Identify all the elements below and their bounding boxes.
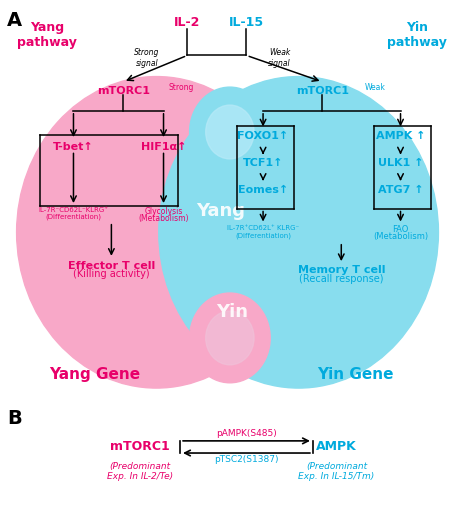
Text: (Predominant
Exp. In IL-15/Tm): (Predominant Exp. In IL-15/Tm)	[299, 462, 374, 482]
Circle shape	[190, 293, 270, 383]
Text: (Differentiation): (Differentiation)	[235, 232, 291, 239]
Text: Memory T cell: Memory T cell	[298, 265, 385, 275]
Text: HIF1α↑: HIF1α↑	[141, 142, 186, 152]
Text: Eomes↑: Eomes↑	[238, 185, 288, 195]
Text: FOXO1↑: FOXO1↑	[237, 131, 289, 141]
Text: (Killing activity): (Killing activity)	[73, 269, 150, 279]
Text: pAMPK(S485): pAMPK(S485)	[216, 429, 277, 438]
Text: Yang
pathway: Yang pathway	[18, 21, 77, 49]
Text: AMPK ↑: AMPK ↑	[376, 131, 425, 141]
Text: (Differentiation): (Differentiation)	[46, 214, 101, 220]
Text: Strong: Strong	[168, 83, 194, 92]
Text: IL-2: IL-2	[174, 16, 201, 29]
Text: IL-7R⁻CD62L⁻KLRG⁺: IL-7R⁻CD62L⁻KLRG⁺	[38, 207, 109, 213]
Text: (Metabolism): (Metabolism)	[138, 214, 189, 223]
Text: Glycolysis: Glycolysis	[145, 207, 182, 216]
Text: pTSC2(S1387): pTSC2(S1387)	[214, 455, 279, 464]
Text: mTORC1: mTORC1	[296, 86, 349, 96]
Text: Yang Gene: Yang Gene	[49, 367, 140, 382]
Circle shape	[206, 311, 254, 365]
Circle shape	[159, 77, 438, 388]
Text: (Predominant
Exp. In IL-2/Te): (Predominant Exp. In IL-2/Te)	[107, 462, 173, 482]
Text: IL-7R⁺CD62L⁺ KLRG⁻: IL-7R⁺CD62L⁺ KLRG⁻	[227, 225, 299, 231]
Text: Weak
signal: Weak signal	[268, 49, 291, 68]
Text: ATG7 ↑: ATG7 ↑	[378, 185, 423, 195]
Text: ULK1 ↑: ULK1 ↑	[378, 158, 423, 168]
Circle shape	[206, 105, 254, 159]
Text: A: A	[7, 11, 22, 30]
Text: TCF1↑: TCF1↑	[243, 158, 283, 168]
Text: (Recall response): (Recall response)	[299, 274, 383, 284]
Text: T-bet↑: T-bet↑	[53, 142, 94, 152]
Text: Yin Gene: Yin Gene	[317, 367, 394, 382]
Text: B: B	[7, 409, 22, 428]
Text: Yin: Yin	[216, 303, 248, 320]
Text: IL-15: IL-15	[229, 16, 264, 29]
Text: mTORC1: mTORC1	[110, 440, 170, 452]
Text: Strong
signal: Strong signal	[134, 49, 160, 68]
Text: Yin
pathway: Yin pathway	[387, 21, 447, 49]
Circle shape	[17, 77, 296, 388]
Text: Effector T cell: Effector T cell	[68, 261, 155, 271]
Text: mTORC1: mTORC1	[97, 86, 150, 96]
Text: Yang: Yang	[196, 202, 245, 220]
Text: AMPK: AMPK	[316, 440, 357, 452]
Text: (Metabolism): (Metabolism)	[373, 232, 428, 241]
Text: Weak: Weak	[365, 83, 386, 92]
Text: FAO: FAO	[392, 225, 409, 234]
Circle shape	[190, 87, 270, 177]
